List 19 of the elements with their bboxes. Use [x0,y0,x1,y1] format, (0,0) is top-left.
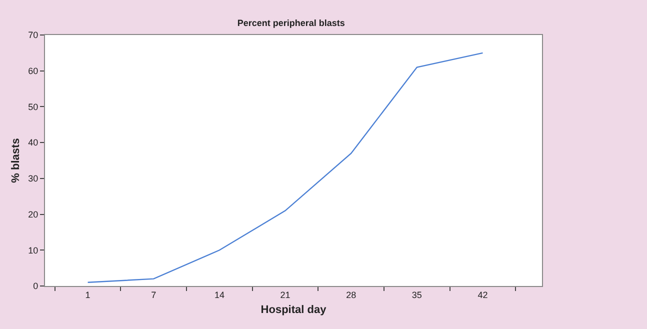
line-series [87,52,484,284]
x-tick-label: 14 [214,290,224,300]
y-tick-label: 0 [33,281,38,292]
y-tick-label: 10 [28,245,38,256]
y-tick-label: 20 [28,209,38,220]
y-tick-label: 30 [28,174,38,184]
x-tick-label: 28 [346,290,356,300]
x-tick-label: 42 [478,290,488,300]
chart-title: Percent peripheral blasts [237,18,345,28]
x-tick-label: 7 [151,290,156,300]
y-tick-label: 70 [28,30,38,40]
x-tick-label: 35 [412,290,422,300]
x-axis-title: Hospital day [260,304,328,316]
x-tick-label: 1 [85,290,90,300]
y-tick-label: 60 [28,66,38,76]
y-tick-label: 50 [28,102,38,112]
y-tick-label: 40 [28,138,38,148]
y-axis-title: % blasts [10,138,22,183]
x-tick-label: 21 [280,290,290,300]
